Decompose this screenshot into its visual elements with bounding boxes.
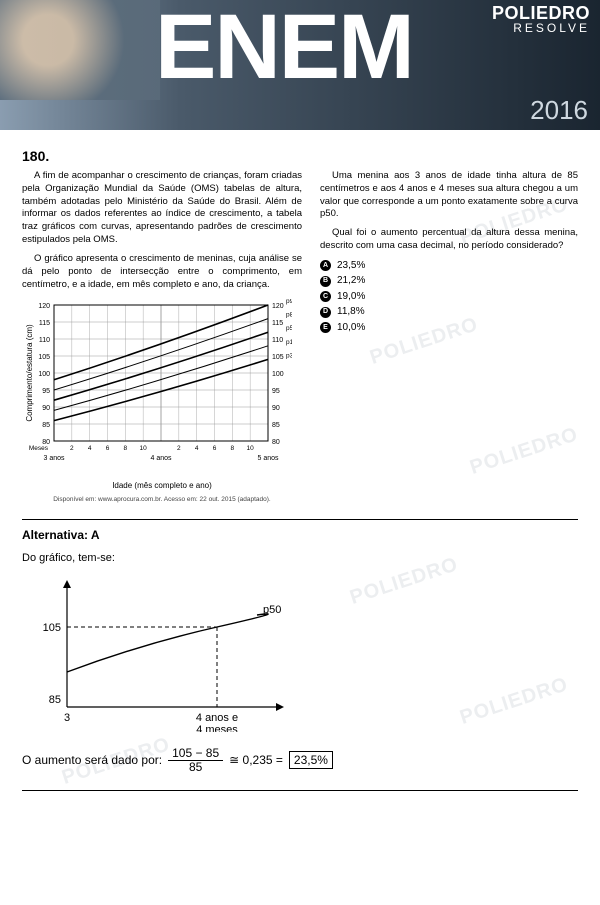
svg-text:90: 90 <box>272 405 280 412</box>
brand-line1: POLIEDRO <box>492 4 590 22</box>
svg-text:120: 120 <box>38 303 50 310</box>
svg-text:110: 110 <box>272 337 283 344</box>
exam-year: 2016 <box>530 95 588 126</box>
option-text: 19,0% <box>337 290 365 304</box>
option-bullet: A <box>320 260 331 271</box>
option-text: 21,2% <box>337 274 365 288</box>
growth-chart-svg: 8080858590909595100100105105110110115115… <box>22 299 292 474</box>
svg-text:p50: p50 <box>286 326 292 333</box>
divider <box>22 519 578 520</box>
watermark: POLIEDRO <box>457 673 571 730</box>
formula-result: 23,5% <box>289 751 333 769</box>
svg-text:p50: p50 <box>263 604 281 616</box>
answer-intro: Do gráfico, tem-se: <box>22 552 578 564</box>
question-para3: Uma menina aos 3 anos de idade tinha alt… <box>320 170 578 221</box>
svg-text:10: 10 <box>140 445 148 452</box>
option-bullet: E <box>320 322 331 333</box>
chart-source: Disponível em: www.aprocura.com.br. Aces… <box>22 496 302 505</box>
option-text: 10,0% <box>337 321 365 335</box>
option-text: 23,5% <box>337 259 365 273</box>
option-A: A 23,5% <box>320 259 578 273</box>
svg-text:90: 90 <box>42 405 50 412</box>
svg-text:100: 100 <box>38 371 50 378</box>
option-B: B 21,2% <box>320 274 578 288</box>
option-bullet: C <box>320 291 331 302</box>
svg-text:105: 105 <box>38 354 50 361</box>
svg-text:Comprimento/estatura (cm): Comprimento/estatura (cm) <box>25 324 34 422</box>
question-number: 180. <box>22 148 578 164</box>
option-E: E 10,0% <box>320 321 578 335</box>
growth-chart: 8080858590909595100100105105110110115115… <box>22 299 302 504</box>
x-axis-label: Idade (mês completo e ano) <box>22 481 302 492</box>
left-column: A fim de acompanhar o crescimento de cri… <box>22 170 302 505</box>
option-text: 11,8% <box>337 305 365 319</box>
svg-text:115: 115 <box>272 320 283 327</box>
option-bullet: B <box>320 276 331 287</box>
svg-text:105: 105 <box>272 354 284 361</box>
solution-sketch: p50 105 853 4 anos e4 meses <box>22 572 322 732</box>
formula-lead: O aumento será dado por: <box>22 753 162 767</box>
svg-text:4 anos: 4 anos <box>150 455 172 462</box>
option-D: D 11,8% <box>320 305 578 319</box>
svg-text:80: 80 <box>272 439 280 446</box>
formula-numerator: 105 − 85 <box>168 747 223 761</box>
options-list: A 23,5% B 21,2% C 19,0% D 11,8% E 10,0% <box>320 259 578 335</box>
svg-text:8: 8 <box>124 445 128 452</box>
svg-text:4 meses: 4 meses <box>196 724 238 732</box>
svg-text:8: 8 <box>231 445 235 452</box>
divider-bottom <box>22 790 578 791</box>
question-para2: O gráfico apresenta o crescimento de men… <box>22 253 302 291</box>
svg-text:3: 3 <box>64 712 70 724</box>
header-photo <box>0 0 160 100</box>
svg-text:p15: p15 <box>286 339 292 346</box>
svg-text:115: 115 <box>39 320 50 327</box>
page-header: ENEM POLIEDRO RESOLVE 2016 <box>0 0 600 130</box>
svg-text:2: 2 <box>177 445 181 452</box>
svg-text:85: 85 <box>272 422 280 429</box>
option-C: C 19,0% <box>320 290 578 304</box>
brand-logo: POLIEDRO RESOLVE <box>492 4 590 34</box>
question-para1: A fim de acompanhar o crescimento de cri… <box>22 170 302 247</box>
svg-text:p3: p3 <box>286 353 292 360</box>
svg-text:105: 105 <box>43 622 61 634</box>
formula-fraction: 105 − 85 85 <box>168 747 223 774</box>
svg-text:p85: p85 <box>286 312 292 319</box>
brand-line2: RESOLVE <box>492 22 590 34</box>
question-body: A fim de acompanhar o crescimento de cri… <box>22 170 578 505</box>
formula-denominator: 85 <box>185 761 206 774</box>
exam-title: ENEM <box>155 0 413 100</box>
svg-text:Meses: Meses <box>29 445 49 452</box>
option-bullet: D <box>320 307 331 318</box>
svg-text:6: 6 <box>106 445 110 452</box>
svg-text:5 anos: 5 anos <box>257 455 279 462</box>
svg-text:110: 110 <box>39 337 50 344</box>
svg-text:95: 95 <box>42 388 50 395</box>
right-column: Uma menina aos 3 anos de idade tinha alt… <box>320 170 578 505</box>
svg-text:85: 85 <box>42 422 50 429</box>
answer-label: Alternativa: A <box>22 528 578 542</box>
svg-text:6: 6 <box>213 445 217 452</box>
svg-text:100: 100 <box>272 371 284 378</box>
svg-text:10: 10 <box>247 445 255 452</box>
svg-text:3 anos: 3 anos <box>43 455 65 462</box>
svg-text:95: 95 <box>272 388 280 395</box>
svg-text:4: 4 <box>88 445 92 452</box>
formula-approx: ≅ 0,235 = <box>229 753 283 767</box>
svg-text:2: 2 <box>70 445 74 452</box>
question-prompt: Qual foi o aumento percentual da altura … <box>320 227 578 253</box>
solution-formula: O aumento será dado por: 105 − 85 85 ≅ 0… <box>22 747 578 774</box>
svg-text:120: 120 <box>272 303 284 310</box>
svg-text:85: 85 <box>49 694 61 706</box>
svg-text:p97: p97 <box>286 299 292 305</box>
svg-text:4: 4 <box>195 445 199 452</box>
svg-text:4 anos e: 4 anos e <box>196 712 238 724</box>
